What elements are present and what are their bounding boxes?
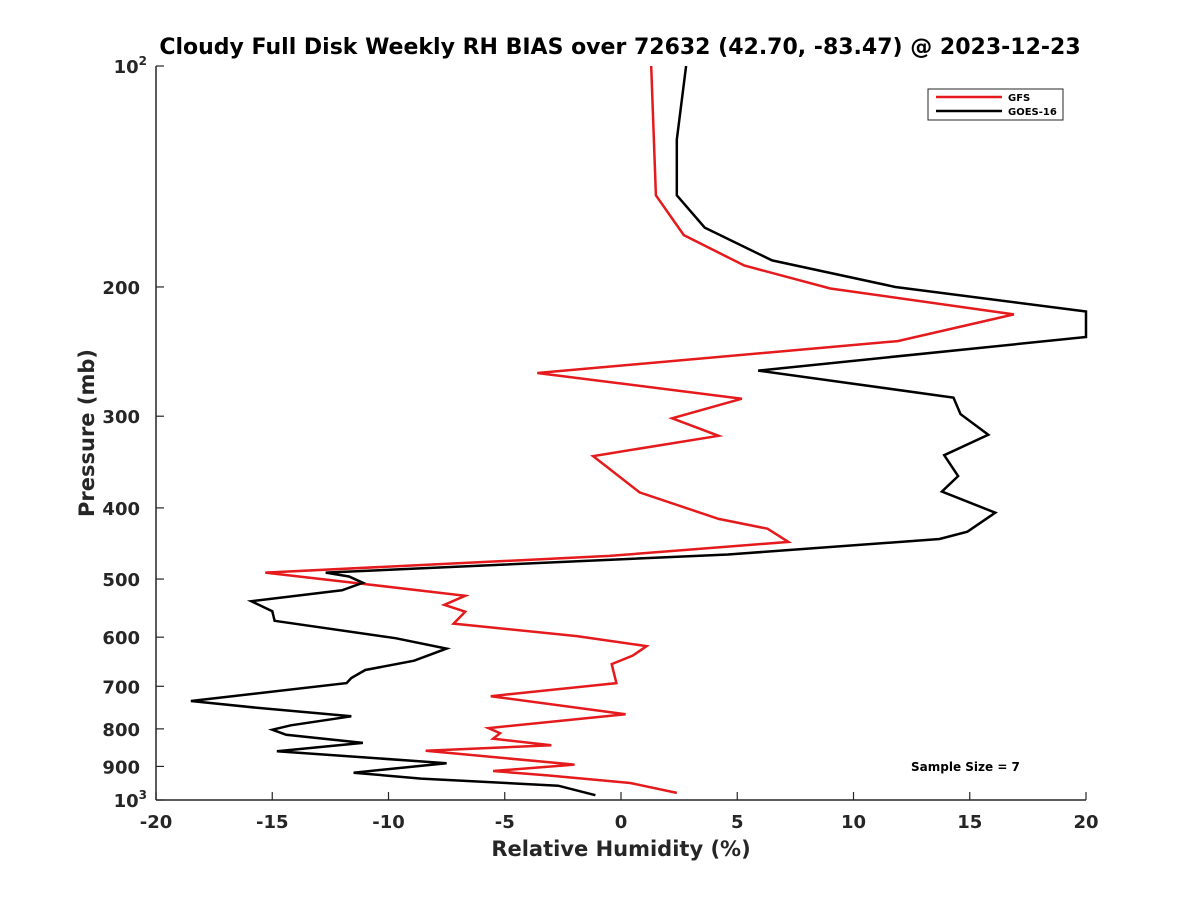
legend-label: GOES-16 [1008,107,1057,118]
x-tick-label: 20 [1073,812,1098,833]
y-tick-label: 600 [102,628,140,649]
x-axis-label: Relative Humidity (%) [491,837,750,861]
y-tick-label: 500 [102,570,140,591]
x-tick-label: -10 [372,812,405,833]
y-tick-label-exponent: 3 [139,788,147,802]
y-tick-label: 700 [102,677,140,698]
legend-box [927,88,1064,121]
y-axis-label: Pressure (mb) [75,349,99,517]
x-tick-label: -5 [495,812,515,833]
chart-title: Cloudy Full Disk Weekly RH BIAS over 726… [159,35,1080,60]
y-tick-label: 200 [102,278,140,299]
y-tick-label-base: 10 [114,57,139,78]
y-tick-label-base: 10 [114,791,139,812]
y-tick-label: 400 [102,499,140,520]
x-tick-label: 15 [957,812,982,833]
x-tick-label: 10 [841,812,866,833]
x-tick-label: 0 [615,812,628,833]
y-tick-label: 102 [114,54,147,78]
x-tick-label: -20 [140,812,173,833]
series-line-gfs [265,65,1015,795]
x-tick-label: -15 [256,812,289,833]
y-tick-label: 300 [102,407,140,428]
legend-label: GFS [1008,93,1030,104]
y-tick-label: 103 [114,788,147,812]
y-tick-label-exponent: 2 [139,54,147,68]
x-tick-label: 5 [731,812,744,833]
x-ticks: -20 -15 -10 -5 0 5 10 15 20 [140,792,1099,833]
legend: GFS GOES-16 [927,88,1064,121]
series-group [190,65,1088,797]
sample-size-annotation: Sample Size = 7 [911,760,1020,774]
y-tick-label: 900 [102,757,140,778]
y-tick-label: 800 [102,720,140,741]
series-line-goes-16 [190,65,1088,797]
